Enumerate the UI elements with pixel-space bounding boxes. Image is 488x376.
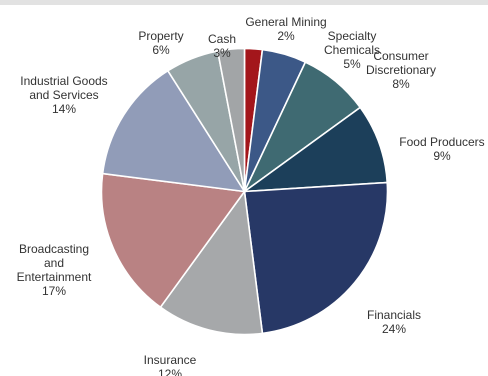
pie-label-text: Industrial Goods [20,74,107,88]
pie-label-specialty-chemicals: Specialty Chemicals 5% [324,29,380,71]
pie-label-broadcasting-and-entertainment: Broadcasting and Entertainment 17% [17,242,92,298]
pie-label-text: Entertainment [17,270,92,284]
pie-label-pct: 9% [433,149,451,163]
pie-label-text: Financials [367,308,421,322]
pie-label-pct: 6% [152,43,170,57]
pie-label-text: and Services [29,88,98,102]
pie-slice-cash [216,47,246,192]
pie-label-pct: 3% [213,46,231,60]
pie-label-text: General Mining [245,15,326,29]
pie-label-industrial-goods-and-services: Industrial Goods and Services 14% [20,74,107,116]
top-divider-bar [0,0,488,5]
pie-label-text: Broadcasting [19,242,89,256]
pie-label-pct: 12% [158,367,182,376]
pie-label-cash: Cash 3% [208,32,236,60]
pie-slices [100,47,389,336]
pie-label-pct: 5% [343,57,361,71]
pie-slice-financials [243,181,389,335]
pie-slice-industrial-goods-and-services [101,69,247,193]
pie-label-food-producers: Food Producers 9% [399,135,484,163]
pie-label-consumer-discretionary: Consumer Discretionary 8% [366,49,436,91]
pie-label-insurance: Insurance 12% [144,353,197,376]
pie-label-text: Cash [208,32,236,46]
pie-label-general-mining: General Mining 2% [245,15,326,43]
pie-label-text: and [44,256,64,270]
pie-label-text: Food Producers [399,135,484,149]
pie-label-text: Chemicals [324,43,380,57]
pie-slice-insurance [159,189,264,336]
pie-label-pct: 8% [392,77,410,91]
pie-label-pct: 17% [42,284,66,298]
pie-label-text: Discretionary [366,63,436,77]
pie-slice-food-producers [241,106,389,193]
pie-label-text: Consumer [373,49,428,63]
pie-label-text: Insurance [144,353,197,367]
pie-label-financials: Financials 24% [367,308,421,336]
pie-label-pct: 14% [52,102,76,116]
pie-label-text: Specialty [328,29,377,43]
pie-labels: General Mining 2% Specialty Chemicals 5%Cons… [17,15,485,376]
pie-label-text: Property [138,29,183,43]
pie-label-pct: 2% [277,29,295,43]
pie-slice-broadcasting-and-entertainment [100,172,246,309]
pie-label-property: Property 6% [138,29,183,57]
pie-label-pct: 24% [382,322,406,336]
